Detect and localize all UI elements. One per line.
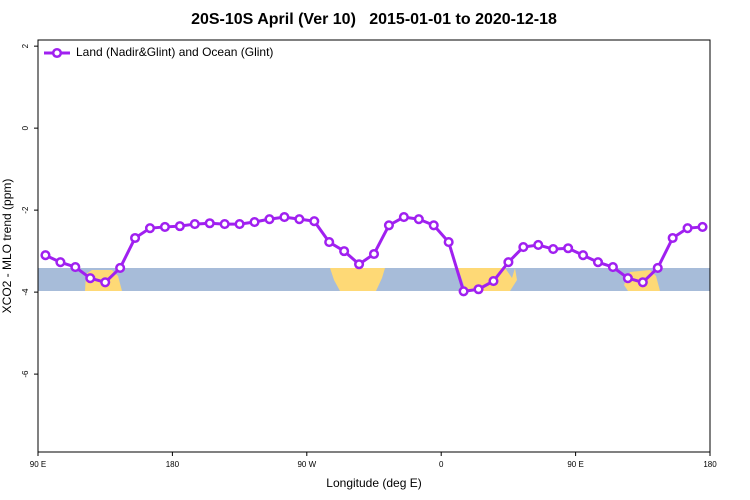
data-point (697, 221, 708, 232)
y-tick-label: 2 (21, 43, 30, 48)
data-point (383, 220, 394, 231)
data-point (354, 259, 365, 270)
land-patch (330, 268, 385, 291)
x-tick-label: 90 E (567, 460, 583, 469)
data-point (563, 243, 574, 254)
data-point (503, 257, 514, 268)
data-point (428, 220, 439, 231)
data-point (548, 244, 559, 255)
data-point (189, 219, 200, 230)
data-point (637, 277, 648, 288)
data-point (249, 216, 260, 228)
data-point (309, 216, 320, 227)
y-axis-label: XCO2 - MLO trend (ppm) (0, 179, 14, 314)
plot-frame (37, 39, 711, 453)
data-point (682, 223, 693, 234)
data-point (204, 218, 215, 229)
data-point (279, 212, 290, 223)
data-point (294, 214, 305, 225)
data-point (339, 246, 350, 257)
land-ocean-strip (38, 268, 710, 291)
y-tick-label: -6 (21, 370, 30, 378)
land-patch (458, 268, 517, 291)
data-point (578, 250, 589, 261)
data-point (652, 262, 663, 273)
data-point (324, 237, 335, 248)
data-point (159, 221, 170, 232)
data-point (607, 262, 618, 273)
x-tick-label: 180 (166, 460, 180, 469)
chart-title: 20S-10S April (Ver 10) 2015-01-01 to 202… (191, 11, 557, 28)
x-axis-label: Longitude (deg E) (326, 476, 421, 490)
data-point (518, 241, 529, 253)
y-tick-label: 0 (21, 125, 30, 130)
x-tick-label: 90 W (297, 460, 316, 469)
data-point (100, 277, 111, 288)
data-point (368, 248, 380, 260)
legend-label: Land (Nadir&Glint) and Ocean (Glint) (76, 45, 273, 59)
data-point (413, 214, 424, 225)
data-point (40, 250, 51, 261)
data-point (70, 262, 81, 273)
x-tick-label: 90 E (30, 460, 46, 469)
data-point (264, 214, 275, 225)
data-point (144, 223, 156, 234)
data-point (219, 219, 230, 230)
data-point (488, 276, 499, 287)
data-point (533, 239, 544, 251)
x-tick-label: 0 (439, 460, 444, 469)
data-point (473, 284, 484, 295)
data-point (130, 232, 141, 244)
x-tick-label: 180 (703, 460, 717, 469)
data-point (592, 257, 604, 268)
y-tick-label: -2 (21, 206, 30, 214)
data-point (55, 257, 66, 268)
data-point (443, 237, 454, 248)
legend-marker (51, 47, 63, 59)
data-point (398, 212, 409, 223)
data-point (174, 221, 185, 232)
data-point (85, 273, 96, 284)
data-point (622, 273, 633, 284)
y-tick-label: -4 (21, 288, 30, 296)
data-point (234, 219, 245, 230)
data-point (115, 262, 126, 273)
data-point (667, 232, 678, 244)
data-point (458, 286, 469, 297)
